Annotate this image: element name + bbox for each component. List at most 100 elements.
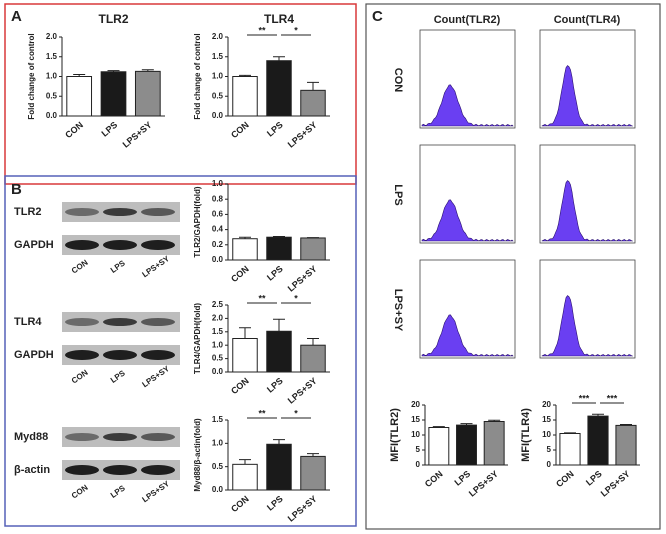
x-tick-label: LPS+SY <box>286 376 319 406</box>
y-tick-label: 1.0 <box>212 340 224 349</box>
blot-band <box>103 433 137 441</box>
lane-label: LPS+SY <box>141 479 172 504</box>
y-tick-label: 0.0 <box>212 111 224 120</box>
blot-band <box>141 318 175 326</box>
panel-a-frame <box>4 3 357 185</box>
histogram-frame <box>539 259 636 359</box>
y-tick-label: 0 <box>416 460 421 469</box>
bar <box>559 433 581 466</box>
bar <box>300 455 326 491</box>
chart-title: TLR2 <box>99 12 129 26</box>
y-tick-label: 5 <box>416 445 421 454</box>
error-bar <box>307 453 319 457</box>
error-bar <box>432 426 445 428</box>
y-tick-label: 20 <box>411 400 420 409</box>
blot-band <box>141 433 175 441</box>
lane-label: CON <box>70 258 90 276</box>
y-tick-label: 0.4 <box>212 225 224 234</box>
x-tick-label: LPS+SY <box>286 264 319 294</box>
flow-column-title: Count(TLR2) <box>434 14 501 26</box>
significance-label: ** <box>258 25 266 35</box>
error-bar <box>592 413 604 417</box>
histogram-frame <box>539 144 636 244</box>
blot-label: GAPDH <box>14 239 54 251</box>
blot-band <box>65 350 99 360</box>
error-bar <box>239 236 251 239</box>
x-tick-label: LPS <box>99 120 119 139</box>
error-bar <box>73 74 86 77</box>
y-tick-label: 0.2 <box>212 240 224 249</box>
lane-label: LPS <box>109 483 127 500</box>
error-bar <box>564 432 576 434</box>
error-bar <box>107 70 120 72</box>
error-bar <box>620 424 632 426</box>
histogram-frame <box>419 259 516 359</box>
error-bar <box>460 423 473 426</box>
blot-band <box>65 318 99 326</box>
y-tick-label: 5 <box>547 445 552 454</box>
lane-label: LPS <box>109 368 127 385</box>
lane-label: LPS <box>109 258 127 275</box>
y-tick-label: 1.5 <box>212 52 224 61</box>
y-tick-label: 0.5 <box>46 91 58 100</box>
y-axis-label: MFI(TLR2) <box>389 408 401 462</box>
x-tick-label: LPS+SY <box>599 469 632 499</box>
significance-label: ** <box>258 293 266 303</box>
y-tick-label: 0.0 <box>212 255 224 264</box>
y-tick-label: 1.5 <box>212 327 224 336</box>
lane-label: LPS+SY <box>141 254 172 279</box>
histogram <box>541 295 634 357</box>
x-tick-label: CON <box>554 469 576 490</box>
blot-band <box>65 240 99 250</box>
histogram <box>421 314 514 357</box>
y-tick-label: 0.0 <box>46 111 58 120</box>
bar <box>615 424 637 466</box>
y-axis-label: Fold change of control <box>193 33 202 119</box>
blot-band <box>141 465 175 475</box>
error-bar <box>141 69 154 72</box>
x-tick-label: LPS <box>265 376 285 395</box>
y-tick-label: 1.0 <box>212 438 224 447</box>
error-bar <box>273 439 285 445</box>
histogram-frame <box>539 29 636 129</box>
significance-label: * <box>294 25 298 35</box>
flow-row-label: LPS <box>392 184 404 205</box>
error-bar <box>273 235 285 238</box>
significance-label: * <box>294 408 298 418</box>
y-axis-label: Myd88/β-actin(fold) <box>193 418 202 492</box>
significance-label: *** <box>579 393 590 403</box>
error-bar <box>307 81 319 91</box>
blot-band <box>141 240 175 250</box>
blot-label: TLR2 <box>14 206 42 218</box>
y-axis-label: Fold change of control <box>27 33 36 119</box>
bar <box>232 238 258 261</box>
y-axis-label: MFI(TLR4) <box>520 408 532 462</box>
y-tick-label: 0.0 <box>212 367 224 376</box>
y-tick-label: 20 <box>542 400 551 409</box>
y-tick-label: 1.5 <box>212 415 224 424</box>
flow-row-label: CON <box>392 68 404 93</box>
error-bar <box>273 56 285 61</box>
y-tick-label: 2.0 <box>46 32 58 41</box>
chart-title: TLR4 <box>264 12 294 26</box>
bar <box>266 330 292 373</box>
blot-label: β-actin <box>14 464 50 476</box>
y-tick-label: 2.5 <box>212 300 224 309</box>
flow-row-label: LPS+SY <box>392 289 404 332</box>
x-tick-label: LPS+SY <box>286 120 319 150</box>
bar <box>66 76 93 117</box>
x-tick-label: LPS <box>452 469 472 488</box>
x-tick-label: CON <box>229 494 251 515</box>
bar <box>100 71 127 117</box>
error-bar <box>488 419 501 422</box>
x-tick-label: LPS+SY <box>286 494 319 524</box>
panel-b-frame <box>4 175 357 527</box>
x-tick-label: CON <box>423 469 445 490</box>
x-tick-label: LPS+SY <box>467 469 500 499</box>
y-tick-label: 2.0 <box>212 32 224 41</box>
histogram <box>541 65 634 127</box>
bar <box>300 344 326 373</box>
y-tick-label: 0.5 <box>212 91 224 100</box>
bar <box>266 60 292 117</box>
